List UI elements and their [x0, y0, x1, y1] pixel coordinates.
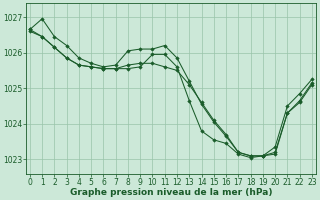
X-axis label: Graphe pression niveau de la mer (hPa): Graphe pression niveau de la mer (hPa): [70, 188, 272, 197]
